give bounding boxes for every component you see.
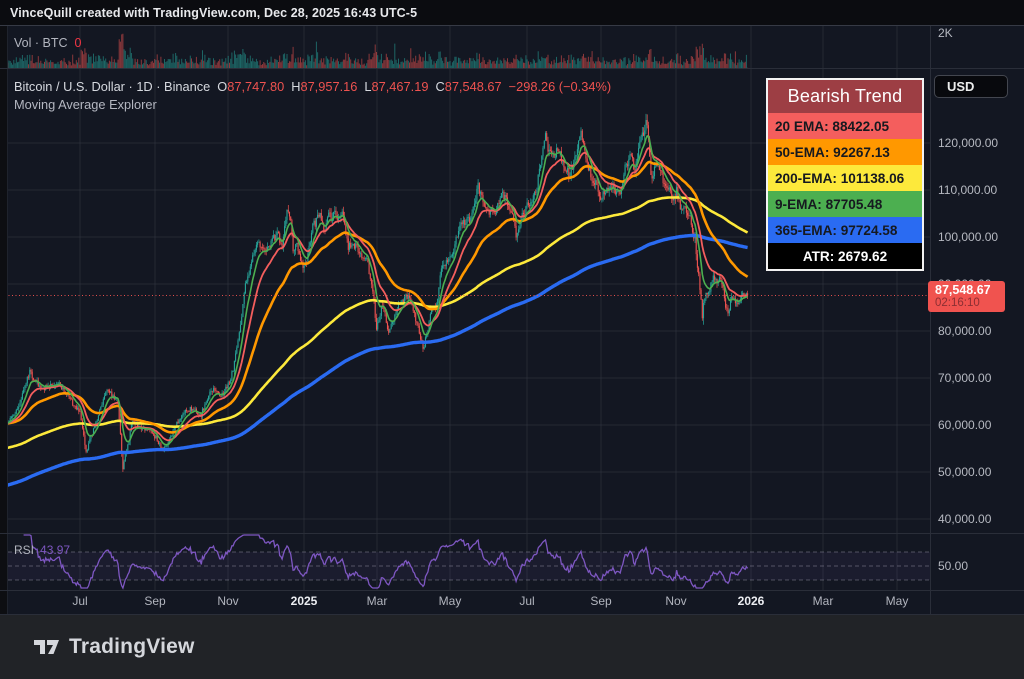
pane-separator-rsi-axis: [0, 590, 1024, 591]
time-axis-month-label: Jul: [72, 594, 88, 608]
current-price: 87,548.67: [935, 282, 991, 297]
trend-panel-row: 50-EMA: 92267.13: [768, 139, 922, 165]
pane-separator-volume: [0, 68, 1024, 69]
time-axis-month-label: Sep: [144, 594, 166, 608]
price-axis-label: 40,000.00: [938, 512, 992, 526]
price-axis-label: 60,000.00: [938, 418, 992, 432]
pane-separator-main-rsi[interactable]: [0, 533, 1024, 534]
price-axis-label: 70,000.00: [938, 371, 992, 385]
trend-panel-row: 200-EMA: 101138.06: [768, 165, 922, 191]
indicator-legend[interactable]: Moving Average Explorer: [14, 97, 157, 112]
time-axis-month-label: Nov: [217, 594, 239, 608]
time-axis-month-label: Jul: [519, 594, 535, 608]
footer-bar: TradingView: [0, 615, 1024, 679]
trend-panel-rows: 20 EMA: 88422.05 50-EMA: 92267.13 200-EMA:…: [768, 113, 922, 269]
ohlc-values: O87,747.80 H87,957.16 L87,467.19 C87,548.67: [210, 79, 501, 94]
change-value: −298.26 (−0.34%): [508, 79, 612, 94]
price-axis[interactable]: 2K USD 120,000.00110,000.00100,000.0090,…: [928, 26, 1024, 615]
attribution-text: VinceQuill created with TradingView.com,…: [10, 5, 418, 20]
time-axis[interactable]: Jul Sep Nov 2025 Mar May Jul Sep Nov 2026 Mar May: [0, 590, 930, 615]
attribution-bar: VinceQuill created with TradingView.com,…: [0, 0, 1024, 26]
trend-panel[interactable]: Bearish Trend 20 EMA: 88422.05 50-EMA: 92…: [766, 78, 924, 271]
price-axis-label: 80,000.00: [938, 324, 992, 338]
trend-panel-row: 9-EMA: 87705.48: [768, 191, 922, 217]
rsi-legend[interactable]: RSI 43.97: [14, 543, 70, 557]
time-axis-year-label: 2026: [737, 594, 765, 608]
volume-scale-label: 2K: [938, 26, 953, 40]
trend-panel-row: 365-EMA: 97724.58: [768, 217, 922, 243]
tradingview-brand: TradingView: [69, 635, 195, 658]
bar-countdown: 02:16:10: [935, 296, 980, 309]
trend-panel-title: Bearish Trend: [768, 80, 922, 113]
trend-panel-row: 20 EMA: 88422.05: [768, 113, 922, 139]
price-axis-label: 110,000.00: [938, 183, 998, 197]
tradingview-logo[interactable]: TradingView: [33, 635, 195, 659]
price-axis-label: 100,000.00: [938, 230, 999, 244]
chart-canvas[interactable]: [0, 26, 930, 590]
trend-panel-row: ATR: 2679.62: [768, 243, 922, 269]
time-axis-year-label: 2025: [290, 594, 318, 608]
volume-legend-label: Vol · BTC: [14, 36, 68, 50]
indicator-legend-label: Moving Average Explorer: [14, 97, 157, 112]
time-axis-month-label: May: [438, 594, 462, 608]
time-axis-month-label: Nov: [665, 594, 687, 608]
rsi-legend-label: RSI: [14, 543, 35, 557]
current-price-badge[interactable]: 87,548.67 02:16:10: [928, 280, 1005, 312]
ohlc-item: H87,957.16: [291, 79, 358, 94]
price-axis-label: 50,000.00: [938, 465, 992, 479]
rsi-scale-label: 50.00: [938, 559, 969, 573]
left-gutter: [0, 26, 8, 614]
time-axis-month-label: Sep: [590, 594, 612, 608]
volume-legend[interactable]: Vol · BTC 0: [14, 36, 81, 50]
ohlc-item: O87,747.80: [217, 79, 285, 94]
time-axis-month-label: May: [885, 594, 909, 608]
currency-label: USD: [947, 79, 975, 94]
pane-separator-axis-footer: [0, 614, 1024, 615]
price-axis-border: [930, 26, 931, 615]
tradingview-logo-icon: [34, 640, 59, 654]
ohlc-item: L87,467.19: [364, 79, 429, 94]
volume-legend-value: 0: [74, 36, 82, 50]
price-axis-label: 120,000.00: [938, 136, 999, 150]
rsi-legend-value: 43.97: [40, 543, 71, 557]
currency-toggle-button[interactable]: USD: [934, 75, 1008, 98]
time-axis-month-label: Mar: [812, 594, 834, 608]
symbol-title: Bitcoin / U.S. Dollar · 1D · Binance: [14, 79, 211, 94]
time-axis-month-label: Mar: [366, 594, 388, 608]
ohlc-item: C87,548.67: [435, 79, 502, 94]
symbol-legend[interactable]: Bitcoin / U.S. Dollar · 1D · Binance O87,…: [14, 79, 611, 94]
